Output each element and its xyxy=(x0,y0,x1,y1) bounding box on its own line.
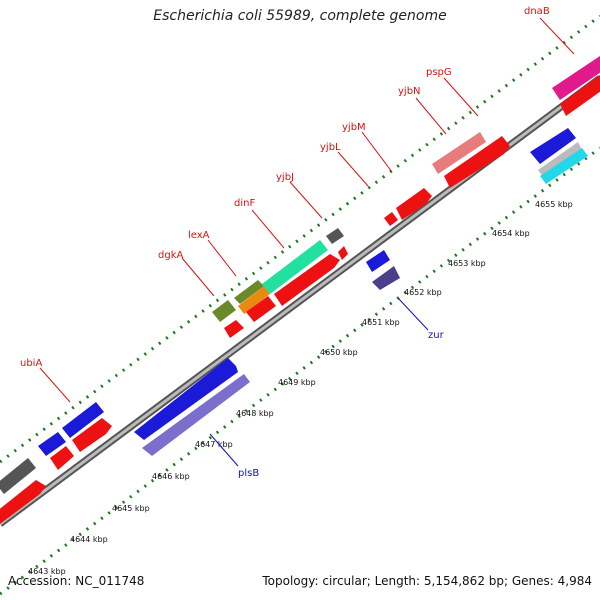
gene-arrow[interactable] xyxy=(0,458,36,494)
gene-arrow[interactable] xyxy=(338,246,348,260)
tick-label: 4649 kbp xyxy=(278,378,316,387)
gene-label-zur[interactable]: zur xyxy=(428,330,445,341)
gene-arrow[interactable] xyxy=(274,254,340,306)
gene-label-pspg[interactable]: pspG xyxy=(426,67,452,78)
gene-arrow[interactable] xyxy=(552,56,600,100)
gene-arrow[interactable] xyxy=(246,296,276,322)
inner-tick-track xyxy=(0,146,600,596)
gene-arrow[interactable] xyxy=(366,250,390,272)
gene-arrow[interactable] xyxy=(540,148,588,184)
gene-arrow[interactable] xyxy=(444,136,510,188)
tick-label: 4653 kbp xyxy=(448,259,486,268)
gene-label-dinf[interactable]: dinF xyxy=(234,198,255,209)
gene-arrow[interactable] xyxy=(326,228,344,244)
gene-arrow[interactable] xyxy=(560,72,600,116)
tick-label: 4655 kbp xyxy=(535,200,573,209)
gene-label-yjbm[interactable]: yjbM xyxy=(342,122,366,133)
tick-label: 4644 kbp xyxy=(70,535,108,544)
kbp-tick-labels: 4643 kbp 4644 kbp 4645 kbp 4646 kbp 4647… xyxy=(28,200,573,576)
map-title: Escherichia coli 55989, complete genome xyxy=(153,8,447,24)
gene-arrow[interactable] xyxy=(530,128,576,164)
genome-summary-text: Topology: circular; Length: 5,154,862 bp… xyxy=(262,574,592,588)
gene-label-plsb[interactable]: plsB xyxy=(238,468,259,479)
tick-label: 4648 kbp xyxy=(236,409,274,418)
forward-features[interactable] xyxy=(0,56,600,524)
accession-text: Accession: NC_011748 xyxy=(8,574,145,588)
tick-label: 4645 kbp xyxy=(112,504,150,513)
gene-arrow[interactable] xyxy=(50,446,74,470)
gene-arrow[interactable] xyxy=(384,212,398,226)
gene-arrow[interactable] xyxy=(38,432,66,456)
gene-arrow[interactable] xyxy=(0,480,46,524)
reverse-features[interactable] xyxy=(134,128,588,456)
gene-arrow[interactable] xyxy=(62,402,104,438)
tick-label: 4654 kbp xyxy=(492,229,530,238)
gene-label-ubia[interactable]: ubiA xyxy=(20,358,42,369)
gene-arrow[interactable] xyxy=(134,358,238,440)
gene-label-yjbn[interactable]: yjbN xyxy=(398,86,421,97)
tick-label: 4646 kbp xyxy=(152,472,190,481)
outer-tick-track xyxy=(0,14,600,464)
tick-label: 4643 kbp xyxy=(28,567,66,576)
gene-label-lexa[interactable]: lexA xyxy=(188,230,210,241)
gene-arrow[interactable] xyxy=(538,142,582,178)
gene-label-yjbj[interactable]: yjbJ xyxy=(276,172,294,183)
label-leaders xyxy=(39,17,575,467)
gene-arrow[interactable] xyxy=(234,280,264,304)
gene-arrow[interactable] xyxy=(212,300,236,322)
gene-arrow[interactable] xyxy=(432,132,486,174)
gene-arrow[interactable] xyxy=(396,188,432,220)
tick-label: 4647 kbp xyxy=(195,440,233,449)
gene-arrow[interactable] xyxy=(224,320,244,338)
gene-arrow[interactable] xyxy=(372,266,400,290)
gene-labels: ubiA dgkA lexA dinF yjbJ yjbL yjbM yjbN … xyxy=(20,6,550,479)
gene-arrow[interactable] xyxy=(262,240,328,294)
tick-label: 4652 kbp xyxy=(404,288,442,297)
gene-label-dnab[interactable]: dnaB xyxy=(524,6,550,17)
genome-backbone xyxy=(0,75,600,527)
gene-arrow[interactable] xyxy=(142,374,250,456)
tick-label: 4651 kbp xyxy=(362,318,400,327)
gene-arrow[interactable] xyxy=(238,286,270,314)
gene-label-dgka[interactable]: dgkA xyxy=(158,250,183,261)
gene-arrow[interactable] xyxy=(72,418,112,452)
tick-label: 4650 kbp xyxy=(320,348,358,357)
gene-label-yjbl[interactable]: yjbL xyxy=(320,142,341,153)
